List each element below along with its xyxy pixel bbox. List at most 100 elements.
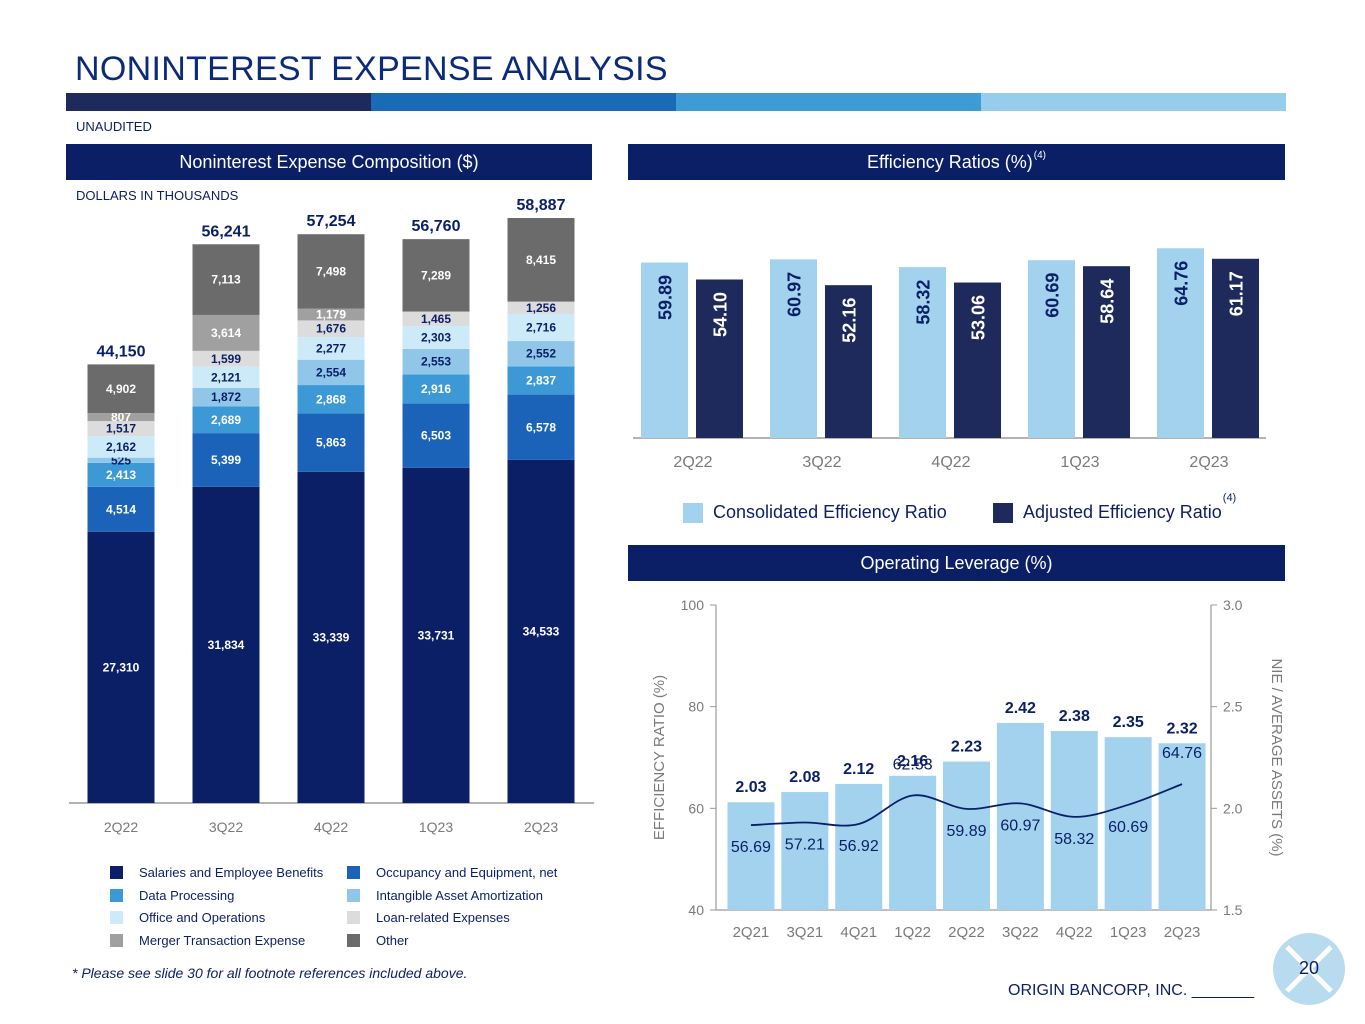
segment-label: 2,552: [526, 347, 556, 361]
segment-label: 1,517: [106, 422, 136, 436]
page-number-badge: [1273, 933, 1345, 1005]
x-tick-label: 3Q22: [802, 454, 841, 471]
legend-item: Data Processing: [110, 888, 234, 903]
bar-label: 2.32: [1166, 720, 1197, 737]
y-tick-label: 40: [688, 902, 704, 918]
y-axis-label: EFFICIENCY RATIO (%): [651, 675, 668, 840]
data-label: 64.76: [1172, 261, 1192, 306]
segment-label: 7,498: [316, 264, 346, 278]
company-name: ORIGIN BANCORP, INC. _______: [1008, 982, 1255, 999]
y2-tick-label: 2.5: [1223, 699, 1243, 715]
data-label: 60.97: [785, 272, 805, 317]
composition-subtitle: DOLLARS IN THOUSANDS: [76, 188, 239, 203]
segment-label: 6,503: [421, 429, 451, 443]
bar-segment: [297, 385, 365, 414]
bar-segment: [297, 471, 365, 803]
segment-label: 2,413: [106, 468, 136, 482]
y2-tick-label: 2.0: [1223, 800, 1243, 816]
composition-header: Noninterest Expense Composition ($): [66, 144, 592, 180]
bar-segment: [402, 374, 470, 404]
line-label: 58.32: [1054, 831, 1094, 848]
x-tick-label: 2Q22: [673, 454, 712, 471]
segment-label: 7,113: [211, 273, 241, 287]
legend-item: Office and Operations: [110, 910, 265, 925]
segment-label: 33,339: [313, 630, 350, 644]
x-tick-label: 2Q23: [1189, 454, 1228, 471]
segment-label: 2,716: [526, 321, 556, 335]
bar-segment: [192, 350, 260, 367]
badge-cross-icon: [1285, 945, 1333, 993]
segment-label: 5,863: [316, 436, 346, 450]
bar: [889, 775, 937, 910]
bar-segment: [192, 387, 260, 407]
page-number: 20: [1298, 958, 1320, 978]
legend-swatch: [110, 888, 123, 902]
bar-segment: [507, 366, 575, 395]
segment-label: 1,676: [316, 322, 346, 336]
bar-label: 2.23: [951, 739, 982, 756]
x-tick-label: 4Q22: [931, 454, 970, 471]
x-tick-label: 4Q22: [1056, 924, 1093, 941]
x-tick-label: 1Q23: [1110, 924, 1147, 941]
leverage-chart: 40 60 80 100 1.5 2.0 2.5 3.0 EFFICIENCY RATIO (%…: [651, 597, 1285, 941]
x-tick-label: 3Q21: [786, 924, 823, 941]
segment-label: 1,872: [211, 390, 241, 404]
unaudited-label: UNAUDITED: [76, 119, 152, 134]
data-label: 58.64: [1098, 279, 1118, 324]
bar: [1050, 731, 1098, 910]
x-tick-label: 2Q21: [733, 924, 770, 941]
efficiency-header-footnote: (4): [1033, 150, 1046, 161]
segment-label: 2,162: [106, 440, 136, 454]
bar-segment: [507, 314, 575, 342]
bar-segment: [402, 326, 470, 349]
legend-swatch: [347, 933, 360, 947]
y-tick-label: 80: [688, 699, 704, 715]
legend-swatch: [110, 911, 123, 924]
bar: [1158, 743, 1206, 910]
segment-label: 4,902: [106, 382, 136, 396]
segment-label: 1,256: [526, 301, 556, 315]
legend-label: Loan-related Expenses: [376, 910, 510, 925]
legend-label: Salaries and Employee Benefits: [139, 865, 324, 880]
legend-consolidated: Consolidated Efficiency Ratio: [683, 502, 947, 523]
bar: [996, 722, 1044, 910]
bar: [954, 282, 1001, 438]
segment-label: 1,599: [211, 352, 241, 366]
bar-segment: [402, 348, 470, 375]
leverage-header: Operating Leverage (%): [628, 545, 1285, 581]
total-label: 58,887: [517, 197, 566, 214]
y-tick-label: 60: [688, 800, 704, 816]
bar: [1104, 737, 1152, 910]
segment-label: 6,578: [526, 420, 556, 434]
efficiency-header-text: Efficiency Ratios (%): [867, 151, 1033, 172]
bar: [696, 279, 743, 438]
efficiency-header: Efficiency Ratios (%) (4): [628, 144, 1285, 180]
bar-label: 2.42: [1005, 700, 1036, 717]
data-label: 59.89: [656, 275, 676, 320]
legend-swatch: [347, 866, 360, 879]
data-label: 53.06: [969, 295, 989, 340]
bar-segment: [297, 234, 365, 309]
x-tick-label: 1Q22: [894, 924, 931, 941]
legend-label: Occupancy and Equipment, net: [376, 865, 558, 880]
y2-tick-label: 3.0: [1223, 597, 1243, 613]
segment-label: 807: [111, 410, 131, 424]
data-label: 54.10: [711, 292, 731, 337]
bar-segment: [87, 364, 155, 414]
efficiency-line: [750, 783, 1183, 827]
line-label: 64.76: [1162, 745, 1202, 762]
x-tick-label: 2Q22: [948, 924, 985, 941]
x-tick-label: 2Q23: [524, 819, 558, 835]
bar-segment: [402, 403, 470, 468]
line-label: 60.69: [1108, 819, 1148, 836]
bar: [641, 262, 688, 438]
legend-swatch-consolidated: [683, 502, 703, 523]
bar-segment: [507, 459, 575, 803]
x-tick-label: 3Q22: [209, 819, 243, 835]
segment-label: 2,277: [316, 341, 346, 355]
line-label: 57.21: [785, 837, 825, 854]
x-tick-label: 1Q23: [1060, 454, 1099, 471]
legend-label: Data Processing: [139, 887, 235, 903]
bar-segment: [507, 218, 575, 302]
y2-tick-label: 1.5: [1223, 902, 1243, 918]
